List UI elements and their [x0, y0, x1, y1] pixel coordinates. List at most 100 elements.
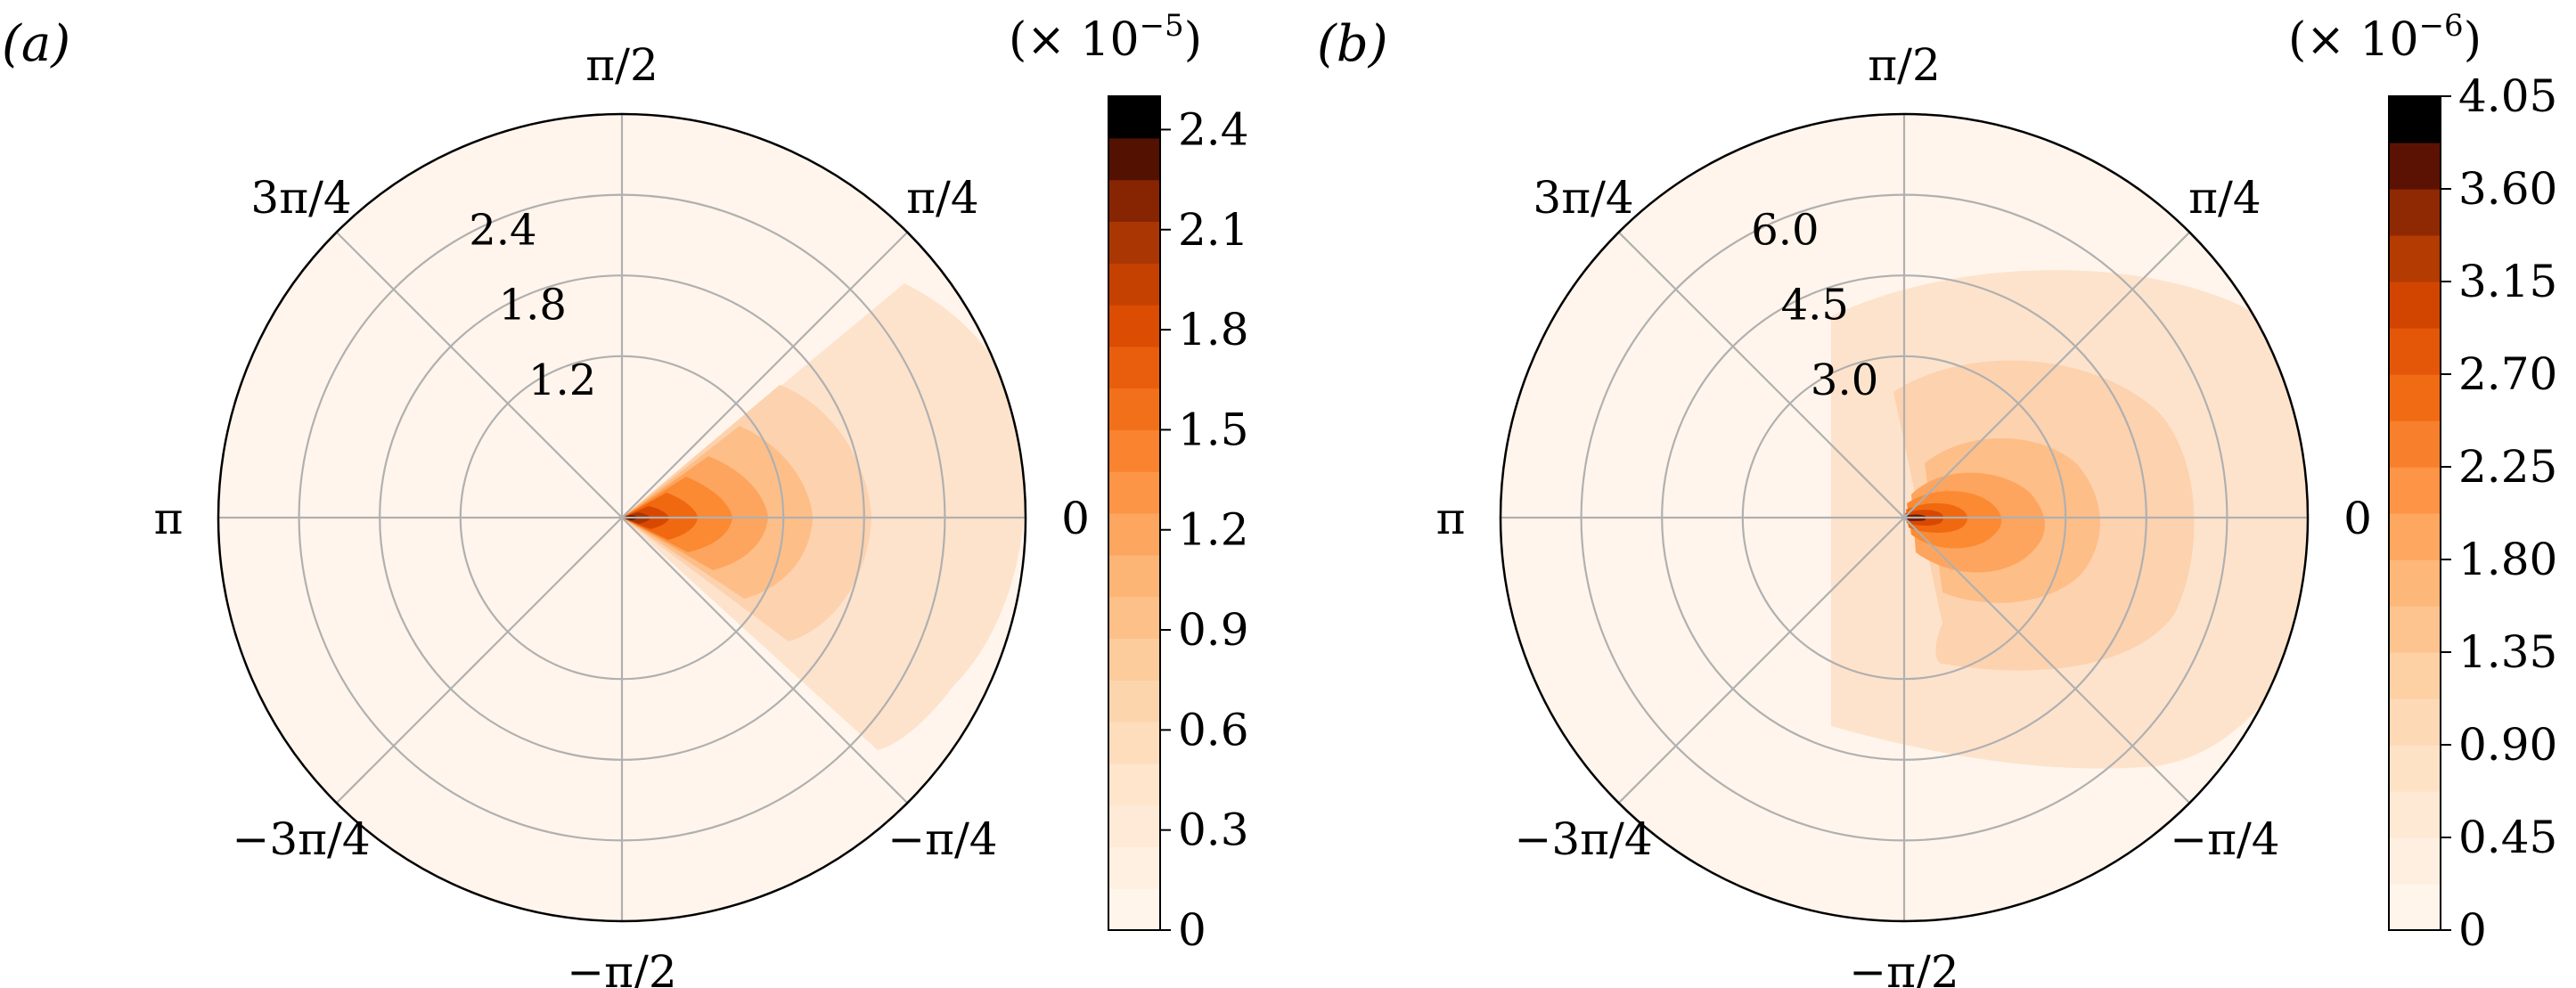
colorbar-tick-label-a-5: 1.5 [1178, 404, 1249, 455]
angular-gridline-a-7 [621, 517, 909, 804]
colorbar-band-a-3 [1108, 763, 1160, 806]
colorbar-band-a-18 [1108, 137, 1160, 181]
colorbar-band-a-14 [1108, 305, 1160, 347]
angular-gridline-a-5 [335, 517, 623, 804]
colorbar-band-b-1 [2389, 837, 2441, 885]
colorbar-band-b-16 [2389, 143, 2441, 190]
colorbar-band-a-2 [1108, 804, 1160, 847]
colorbar-band-b-15 [2389, 189, 2441, 236]
colorbar-exponent-power-b: −6 [2419, 8, 2464, 44]
colorbar-band-a-4 [1108, 722, 1160, 764]
colorbar-tick-label-a-8: 2.4 [1178, 103, 1249, 155]
angular-tick-label-a-5: −3π/4 [232, 813, 370, 865]
angular-tick-label-b-5: −3π/4 [1514, 813, 1652, 865]
radial-tick-labels-a: 1.2 1.8 2.4 [469, 205, 596, 404]
angular-tick-label-a-7: −π/4 [887, 813, 997, 865]
radial-tick-label-b-0: 3.0 [1811, 355, 1878, 405]
radial-tick-label-a-2: 2.4 [469, 205, 536, 255]
colorbar-band-a-17 [1108, 179, 1160, 222]
colorbar-exponent-a: (× 10−5) [1009, 8, 1202, 67]
colorbar-band-b-13 [2389, 282, 2441, 329]
polar-plot-b: 0 π/4 π/2 3π/4 π −3π/4 −π/2 −π/4 3.0 4.5 6.0 [1436, 39, 2372, 988]
angular-tick-labels-b: 0 π/4 π/2 3π/4 π −3π/4 −π/2 −π/4 [1436, 39, 2372, 988]
angular-tick-label-a-0: 0 [1061, 493, 1090, 544]
colorbar-band-a-12 [1108, 388, 1160, 430]
colorbar-tick-label-a-1: 0.3 [1178, 804, 1249, 856]
colorbar-tick-label-b-6: 2.70 [2458, 348, 2557, 400]
colorbar-band-b-4 [2389, 698, 2441, 746]
colorbar-tick-label-b-1: 0.45 [2458, 812, 2557, 863]
colorbar-a: 0 0.3 0.6 0.9 1.2 1.5 1.8 2.1 2.4 (× 10−5) [1009, 8, 1249, 956]
colorbar-band-b-6 [2389, 606, 2441, 653]
angular-tick-label-b-2: π/2 [1868, 39, 1941, 91]
radial-tick-labels-b: 3.0 4.5 6.0 [1751, 205, 1878, 404]
colorbar-band-a-13 [1108, 346, 1160, 389]
colorbar-tick-label-a-3: 0.9 [1178, 604, 1249, 656]
colorbar-tick-label-b-3: 1.35 [2458, 626, 2557, 678]
colorbar-b: 0 0.45 0.90 1.35 1.80 2.25 2.70 3.15 3.60 4.05 (×… [2288, 8, 2557, 956]
angular-tick-label-a-6: −π/2 [567, 946, 676, 988]
polar-grid-a [218, 114, 1026, 921]
radial-tick-label-b-1: 4.5 [1781, 281, 1849, 331]
panel-label-b: (b) [1317, 15, 1388, 73]
colorbar-exponent-b: (× 10−6) [2288, 8, 2482, 67]
angular-tick-label-a-4: π [154, 493, 184, 544]
angular-gridline-a-1 [621, 231, 909, 518]
colorbar-band-a-5 [1108, 680, 1160, 723]
colorbar-ticks-a: 0 0.3 0.6 0.9 1.2 1.5 1.8 2.1 2.4 [1160, 103, 1249, 956]
polar-spine-a [217, 112, 1027, 923]
angular-tick-label-b-1: π/4 [2188, 172, 2261, 224]
colorbar-band-a-0 [1108, 888, 1160, 931]
colorbar-band-a-6 [1108, 638, 1160, 681]
colorbar-band-a-16 [1108, 221, 1160, 264]
colorbar-band-b-10 [2389, 421, 2441, 468]
colorbar-band-a-11 [1108, 429, 1160, 472]
colorbar-tick-label-b-0: 0 [2458, 904, 2487, 956]
colorbar-band-b-12 [2389, 328, 2441, 375]
colorbar-tick-label-b-5: 2.25 [2458, 441, 2557, 493]
colorbar-tick-label-a-7: 2.1 [1178, 204, 1249, 256]
radial-tick-label-a-0: 1.2 [528, 355, 596, 405]
angular-tick-label-b-7: −π/4 [2170, 813, 2279, 865]
colorbar-band-b-11 [2389, 374, 2441, 421]
colorbar-band-b-2 [2389, 791, 2441, 838]
angular-tick-label-a-3: 3π/4 [250, 172, 351, 224]
colorbar-tick-label-a-6: 1.8 [1178, 304, 1249, 355]
polar-spine-b [1499, 112, 2310, 923]
colorbar-tick-label-b-8: 3.60 [2458, 163, 2557, 215]
colorbar-bands-b [2389, 96, 2441, 931]
colorbar-tick-label-b-9: 4.05 [2458, 70, 2557, 122]
colorbar-tick-label-b-7: 3.15 [2458, 256, 2557, 307]
colorbar-tick-label-a-2: 0.6 [1178, 704, 1249, 755]
angular-tick-label-b-0: 0 [2343, 493, 2372, 544]
colorbar-band-b-14 [2389, 235, 2441, 282]
colorbar-band-a-10 [1108, 471, 1160, 514]
colorbar-band-b-5 [2389, 652, 2441, 699]
angular-tick-labels-a: 0 π/4 π/2 3π/4 π −3π/4 −π/2 −π/4 [154, 39, 1090, 988]
angular-gridline-b-7 [1903, 517, 2191, 804]
colorbar-band-b-9 [2389, 467, 2441, 514]
radial-tick-label-a-1: 1.8 [499, 281, 567, 331]
colorbar-band-a-9 [1108, 513, 1160, 556]
colorbar-band-b-0 [2389, 884, 2441, 931]
colorbar-tick-label-b-4: 1.80 [2458, 534, 2557, 585]
polar-grid-b [1501, 114, 2308, 921]
polar-plot-a: 0 π/4 π/2 3π/4 π −3π/4 −π/2 −π/4 1.2 1.8 2.4 [154, 39, 1090, 988]
colorbar-band-a-19 [1108, 96, 1160, 139]
radial-tick-label-b-2: 6.0 [1751, 205, 1819, 255]
colorbar-frame-a [1108, 95, 1161, 931]
colorbar-band-b-17 [2389, 96, 2441, 143]
colorbar-band-a-7 [1108, 596, 1160, 639]
angular-tick-label-b-3: 3π/4 [1533, 172, 1633, 224]
angular-tick-label-b-4: π [1436, 493, 1466, 544]
colorbar-bands-a [1108, 96, 1160, 931]
colorbar-tick-label-a-0: 0 [1178, 904, 1206, 956]
colorbar-ticks-b: 0 0.45 0.90 1.35 1.80 2.25 2.70 3.15 3.60 4.05 [2441, 70, 2557, 956]
colorbar-tick-label-b-2: 0.90 [2458, 719, 2557, 771]
colorbar-band-b-7 [2389, 559, 2441, 607]
angular-tick-label-b-6: −π/2 [1849, 946, 1959, 988]
colorbar-band-a-15 [1108, 263, 1160, 306]
colorbar-band-b-8 [2389, 513, 2441, 560]
colorbar-exponent-power-a: −5 [1140, 8, 1184, 44]
